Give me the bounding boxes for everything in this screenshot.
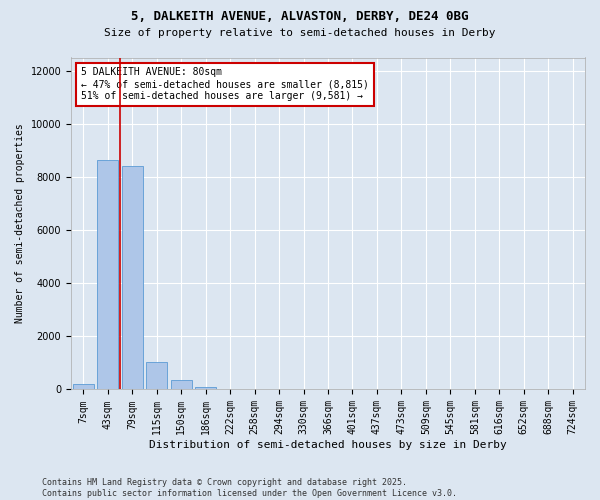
X-axis label: Distribution of semi-detached houses by size in Derby: Distribution of semi-detached houses by … [149,440,507,450]
Bar [171,380,191,390]
Text: 5, DALKEITH AVENUE, ALVASTON, DERBY, DE24 0BG: 5, DALKEITH AVENUE, ALVASTON, DERBY, DE2… [131,10,469,23]
Bar [122,166,143,390]
Y-axis label: Number of semi-detached properties: Number of semi-detached properties [15,124,25,324]
Bar [73,384,94,390]
Bar [97,160,118,390]
Text: Size of property relative to semi-detached houses in Derby: Size of property relative to semi-detach… [104,28,496,38]
Bar [146,362,167,390]
Text: 5 DALKEITH AVENUE: 80sqm
← 47% of semi-detached houses are smaller (8,815)
51% o: 5 DALKEITH AVENUE: 80sqm ← 47% of semi-d… [82,68,369,100]
Bar [195,388,216,390]
Text: Contains HM Land Registry data © Crown copyright and database right 2025.
Contai: Contains HM Land Registry data © Crown c… [42,478,457,498]
